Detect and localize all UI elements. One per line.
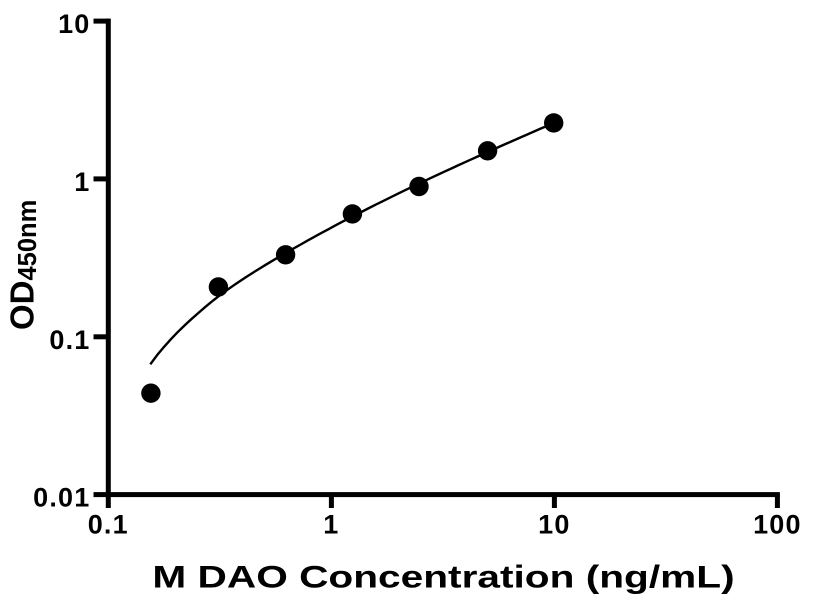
svg-text:10: 10 bbox=[538, 510, 570, 540]
svg-text:1: 1 bbox=[323, 510, 339, 540]
svg-text:0.1: 0.1 bbox=[88, 510, 129, 540]
svg-text:M DAO Concentration (ng/mL): M DAO Concentration (ng/mL) bbox=[152, 559, 734, 595]
svg-text:0.01: 0.01 bbox=[33, 483, 90, 513]
svg-text:100: 100 bbox=[753, 510, 802, 540]
svg-text:1: 1 bbox=[74, 167, 90, 197]
svg-text:0.1: 0.1 bbox=[49, 325, 90, 355]
svg-text:10: 10 bbox=[58, 9, 90, 39]
svg-text:OD450nm: OD450nm bbox=[4, 200, 43, 330]
